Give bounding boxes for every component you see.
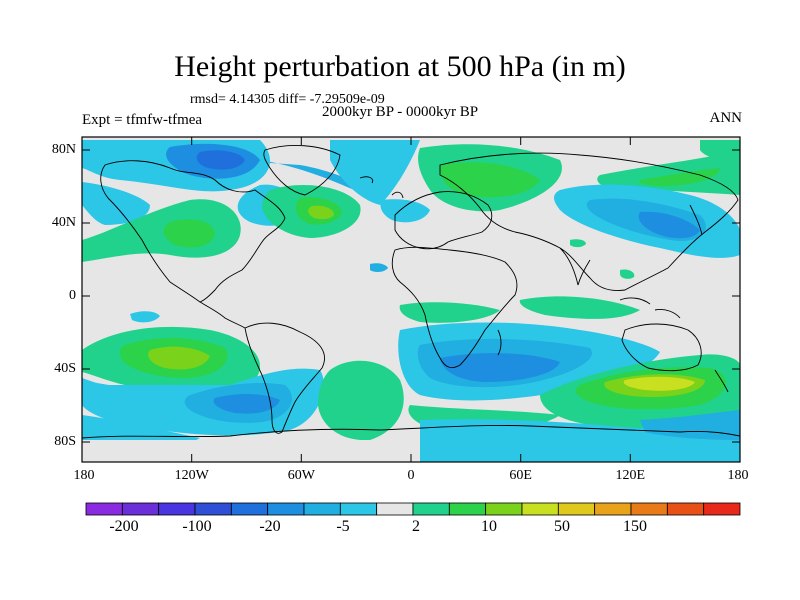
experiment-label: Expt = tfmfw-tfmea — [82, 112, 203, 128]
colorbar-box — [303, 502, 341, 516]
colorbar-label: 10 — [481, 518, 497, 535]
colorbar-label: 150 — [623, 518, 647, 535]
lon-label-60e: 60E — [509, 468, 532, 483]
colorbar-box — [376, 502, 414, 516]
colorbar-label: -100 — [182, 518, 212, 535]
axis-ticks — [82, 137, 740, 462]
lat-label-40n: 40N — [51, 215, 76, 230]
colorbar-box — [630, 502, 668, 516]
plot-title: Height perturbation at 500 hPa (in m) — [174, 50, 626, 83]
colorbar-box — [448, 502, 487, 516]
lon-label-60w: 60W — [287, 468, 315, 483]
colorbar-box — [194, 502, 232, 516]
colorbar — [85, 502, 741, 516]
lon-label-180-right: 180 — [727, 468, 749, 483]
lon-label-180-left: 180 — [73, 468, 95, 483]
season-label: ANN — [709, 110, 743, 126]
stats-line: rmsd= 4.14305 diff= -7.29509e-09 — [190, 92, 385, 107]
lon-label-120e: 120E — [615, 468, 646, 483]
colorbar-box — [339, 502, 378, 516]
lat-label-0: 0 — [69, 288, 76, 303]
colorbar-label: 2 — [412, 518, 420, 535]
lon-label-120w: 120W — [174, 468, 209, 483]
lat-label-40s: 40S — [54, 361, 76, 376]
colorbar-box — [85, 502, 123, 516]
period-subtitle: 2000kyr BP - 0000kyr BP — [321, 104, 479, 120]
contour-fill-layer — [82, 140, 740, 462]
colorbar-box — [485, 502, 523, 516]
colorbar-box — [557, 502, 596, 516]
colorbar-box — [594, 502, 632, 516]
colorbar-box — [521, 502, 559, 516]
colorbar-label: -5 — [336, 518, 350, 535]
colorbar-label: -200 — [109, 518, 139, 535]
colorbar-box — [158, 502, 196, 516]
colorbar-box — [703, 502, 741, 516]
colorbar-box — [230, 502, 269, 516]
lat-label-80n: 80N — [51, 142, 76, 157]
colorbar-label: -20 — [259, 518, 281, 535]
colorbar-box — [666, 502, 705, 516]
lon-label-0: 0 — [407, 468, 415, 483]
coastlines — [82, 145, 740, 439]
colorbar-box — [267, 502, 305, 516]
colorbar-box — [412, 502, 450, 516]
lat-label-80s: 80S — [54, 434, 76, 449]
colorbar-box — [121, 502, 160, 516]
colorbar-label: 50 — [554, 518, 570, 535]
